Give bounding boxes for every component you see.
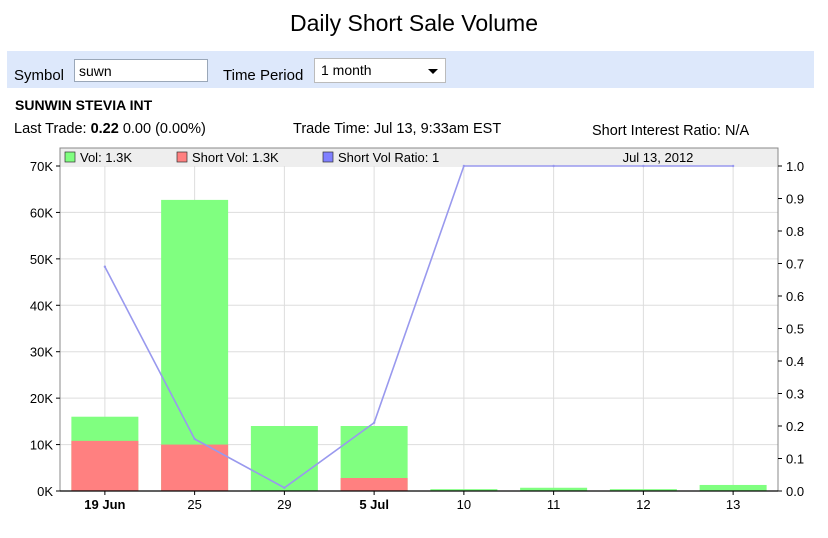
- point-short-vol-ratio: [731, 164, 735, 168]
- last-trade-price: 0.22: [90, 121, 119, 137]
- y-left-tick-label: 40K: [30, 298, 53, 313]
- legend-label: Short Vol Ratio: 1: [338, 150, 439, 165]
- page-title: Daily Short Sale Volume: [289, 10, 538, 36]
- y-left-tick-label: 70K: [30, 159, 53, 174]
- chart-date-label: Jul 13, 2012: [623, 150, 694, 165]
- bar-short-vol: [71, 440, 139, 491]
- legend-label: Vol: 1.3K: [80, 150, 132, 165]
- x-tick-label: 12: [636, 497, 650, 512]
- short-interest-ratio: Short Interest Ratio: N/A: [592, 123, 750, 139]
- time-period-label: Time Period: [223, 67, 304, 84]
- legend-label: Short Vol: 1.3K: [192, 150, 279, 165]
- time-period-select[interactable]: 1 month: [314, 58, 446, 83]
- y-right-tick-label: 0.1: [786, 452, 804, 467]
- symbol-input[interactable]: [74, 59, 208, 82]
- y-left-tick-label: 60K: [30, 205, 53, 220]
- line-short-vol-ratio: [104, 165, 734, 489]
- last-trade-label: Last Trade:: [14, 121, 87, 137]
- bar-vol: [520, 487, 588, 491]
- time-period-value: 1 month: [321, 62, 372, 78]
- y-right-tick-label: 0.6: [786, 289, 804, 304]
- legend-swatch: [176, 151, 188, 163]
- x-tick-label: 13: [726, 497, 740, 512]
- y-left-tick-label: 0K: [37, 484, 53, 499]
- point-short-vol-ratio: [193, 437, 196, 441]
- y-right-tick-label: 0.9: [786, 192, 804, 207]
- x-tick-label: 29: [277, 497, 291, 512]
- bar-short-vol: [340, 478, 408, 491]
- y-right-tick-label: 1.0: [786, 159, 804, 174]
- legend-swatch: [322, 151, 334, 163]
- point-short-vol-ratio: [103, 265, 107, 268]
- bar-vol: [250, 426, 318, 491]
- point-short-vol-ratio: [552, 164, 555, 168]
- trade-time: Trade Time: Jul 13, 9:33am EST: [293, 121, 502, 137]
- x-tick-label: 19 Jun: [84, 497, 125, 512]
- y-right-tick-label: 0.8: [786, 224, 804, 239]
- last-trade: Last Trade: 0.22 0.00 (0.00%): [14, 121, 206, 137]
- x-tick-label: 10: [457, 497, 471, 512]
- y-left-tick-label: 20K: [30, 391, 53, 406]
- y-left-tick-label: 30K: [30, 345, 53, 360]
- y-left-tick-label: 10K: [30, 438, 53, 453]
- point-short-vol-ratio: [642, 164, 645, 168]
- y-left-tick-label: 50K: [30, 252, 53, 267]
- y-right-tick-label: 0.7: [786, 257, 804, 272]
- last-trade-change: 0.00 (0.00%): [122, 121, 206, 137]
- bar-vol: [161, 199, 229, 491]
- bar-vol: [430, 489, 498, 491]
- y-right-tick-label: 0.0: [786, 484, 804, 499]
- bar-vol: [699, 484, 767, 491]
- y-right-tick-label: 0.3: [786, 387, 804, 402]
- bar-vol: [609, 489, 677, 491]
- y-right-tick-label: 0.4: [786, 354, 804, 369]
- query-toolbar: Symbol Time Period 1 month: [7, 51, 814, 88]
- chevron-down-icon: [428, 69, 438, 74]
- x-tick-label: 25: [187, 497, 201, 512]
- x-tick-label: 5 Jul: [359, 497, 389, 512]
- y-right-tick-label: 0.5: [786, 322, 804, 337]
- symbol-label: Symbol: [14, 67, 65, 84]
- y-right-tick-label: 0.2: [786, 419, 804, 434]
- point-short-vol-ratio: [372, 421, 376, 424]
- point-short-vol-ratio: [283, 486, 286, 489]
- point-short-vol-ratio: [462, 164, 466, 168]
- legend-band: [60, 148, 778, 166]
- bar-short-vol: [161, 444, 229, 491]
- company-name: SUNWIN STEVIA INT: [15, 97, 153, 113]
- x-tick-label: 11: [547, 497, 561, 512]
- legend-swatch: [64, 151, 76, 163]
